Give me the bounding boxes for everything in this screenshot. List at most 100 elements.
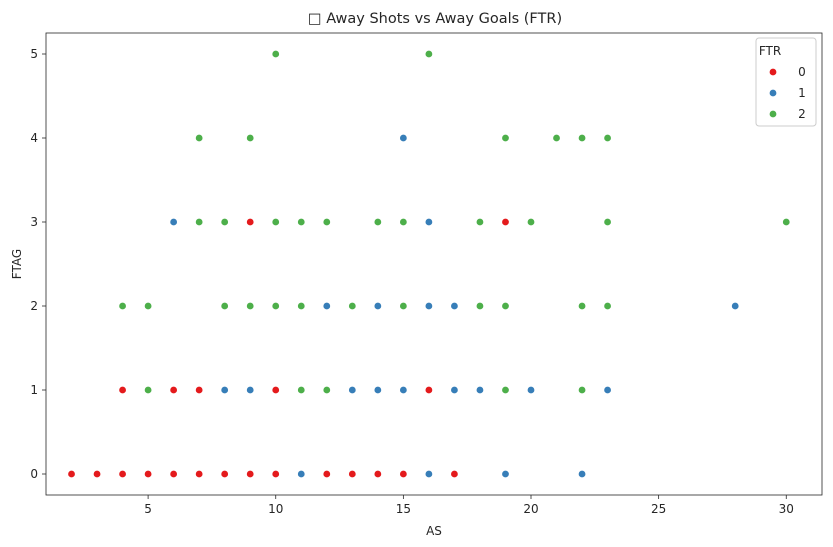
data-point-ftr-1 xyxy=(450,301,459,311)
y-tick-label: 3 xyxy=(30,215,38,229)
data-point-ftr-1 xyxy=(399,133,408,143)
data-point-ftr-1 xyxy=(373,385,383,395)
y-axis-label: FTAG xyxy=(10,249,24,279)
data-point-ftr-2 xyxy=(322,217,331,227)
data-point-ftr-1 xyxy=(731,301,740,311)
data-point-ftr-2 xyxy=(501,133,510,143)
data-point-ftr-0 xyxy=(169,469,178,479)
data-point-ftr-2 xyxy=(322,385,331,395)
data-point-ftr-0 xyxy=(194,469,204,479)
data-point-ftr-2 xyxy=(526,217,536,227)
x-tick-label: 10 xyxy=(268,502,283,516)
data-point-ftr-2 xyxy=(373,217,383,227)
data-point-ftr-2 xyxy=(577,133,587,143)
data-point-ftr-2 xyxy=(577,301,587,311)
data-point-ftr-1 xyxy=(475,385,485,395)
data-points xyxy=(67,49,791,479)
data-point-ftr-2 xyxy=(297,301,306,311)
data-point-ftr-0 xyxy=(118,469,127,479)
chart-title: □ Away Shots vs Away Goals (FTR) xyxy=(308,11,562,27)
data-point-ftr-2 xyxy=(271,217,280,227)
data-point-ftr-0 xyxy=(92,469,102,479)
data-point-ftr-1 xyxy=(348,385,357,395)
data-point-ftr-0 xyxy=(348,469,357,479)
data-point-ftr-2 xyxy=(143,301,153,311)
legend-label: 1 xyxy=(798,86,806,100)
data-point-ftr-1 xyxy=(169,217,178,227)
x-tick-label: 25 xyxy=(651,502,666,516)
data-point-ftr-0 xyxy=(118,385,127,395)
data-point-ftr-2 xyxy=(271,301,280,311)
data-point-ftr-1 xyxy=(424,469,434,479)
data-point-ftr-2 xyxy=(194,217,204,227)
x-axis-ticks: 5 10 15 20 25 30 xyxy=(144,495,794,516)
data-point-ftr-2 xyxy=(501,385,510,395)
legend-box xyxy=(755,37,817,127)
data-point-ftr-1 xyxy=(603,385,612,395)
data-point-ftr-0 xyxy=(399,469,408,479)
data-point-ftr-0 xyxy=(501,217,510,227)
x-tick-label: 15 xyxy=(396,502,411,516)
data-point-ftr-0 xyxy=(246,469,255,479)
data-point-ftr-2 xyxy=(220,217,229,227)
data-point-ftr-0 xyxy=(373,469,383,479)
data-point-ftr-2 xyxy=(194,133,204,143)
legend: FTR 0 1 2 xyxy=(755,37,817,127)
data-point-ftr-2 xyxy=(603,301,612,311)
data-point-ftr-1 xyxy=(297,469,306,479)
legend-marker xyxy=(768,109,778,119)
y-tick-label: 4 xyxy=(30,131,38,145)
data-point-ftr-2 xyxy=(348,301,357,311)
data-point-ftr-1 xyxy=(373,301,383,311)
legend-label: 0 xyxy=(798,65,806,79)
data-point-ftr-0 xyxy=(220,469,229,479)
legend-title: FTR xyxy=(759,44,781,58)
data-point-ftr-1 xyxy=(424,301,434,311)
data-point-ftr-0 xyxy=(424,385,434,395)
data-point-ftr-2 xyxy=(297,217,306,227)
data-point-ftr-2 xyxy=(399,301,408,311)
data-point-ftr-1 xyxy=(220,385,229,395)
data-point-ftr-1 xyxy=(577,469,587,479)
data-point-ftr-1 xyxy=(501,469,510,479)
data-point-ftr-2 xyxy=(246,301,255,311)
x-tick-label: 5 xyxy=(144,502,152,516)
x-tick-label: 20 xyxy=(523,502,538,516)
x-axis-label: AS xyxy=(426,524,442,538)
data-point-ftr-0 xyxy=(271,385,280,395)
data-point-ftr-2 xyxy=(424,49,434,59)
data-point-ftr-0 xyxy=(450,469,459,479)
legend-label: 2 xyxy=(798,107,806,121)
plot-area xyxy=(45,32,823,496)
legend-marker xyxy=(768,67,778,77)
y-tick-label: 0 xyxy=(30,467,38,481)
data-point-ftr-0 xyxy=(67,469,76,479)
data-point-ftr-0 xyxy=(143,469,153,479)
y-tick-label: 5 xyxy=(30,47,38,61)
data-point-ftr-2 xyxy=(475,301,485,311)
data-point-ftr-2 xyxy=(603,133,612,143)
data-point-ftr-2 xyxy=(246,133,255,143)
data-point-ftr-0 xyxy=(246,217,255,227)
data-point-ftr-0 xyxy=(169,385,178,395)
data-point-ftr-2 xyxy=(475,217,485,227)
y-axis-ticks: 0 1 2 3 4 5 xyxy=(30,47,46,481)
data-point-ftr-2 xyxy=(552,133,561,143)
data-point-ftr-1 xyxy=(246,385,255,395)
data-point-ftr-2 xyxy=(143,385,153,395)
data-point-ftr-2 xyxy=(577,385,587,395)
data-point-ftr-0 xyxy=(322,469,331,479)
data-point-ftr-1 xyxy=(424,217,434,227)
data-point-ftr-1 xyxy=(450,385,459,395)
x-tick-label: 30 xyxy=(779,502,794,516)
data-point-ftr-0 xyxy=(271,469,280,479)
data-point-ftr-2 xyxy=(271,49,280,59)
data-point-ftr-2 xyxy=(399,217,408,227)
data-point-ftr-1 xyxy=(399,385,408,395)
data-point-ftr-2 xyxy=(603,217,612,227)
data-point-ftr-2 xyxy=(297,385,306,395)
data-point-ftr-1 xyxy=(322,301,331,311)
data-point-ftr-2 xyxy=(118,301,127,311)
y-tick-label: 1 xyxy=(30,383,38,397)
